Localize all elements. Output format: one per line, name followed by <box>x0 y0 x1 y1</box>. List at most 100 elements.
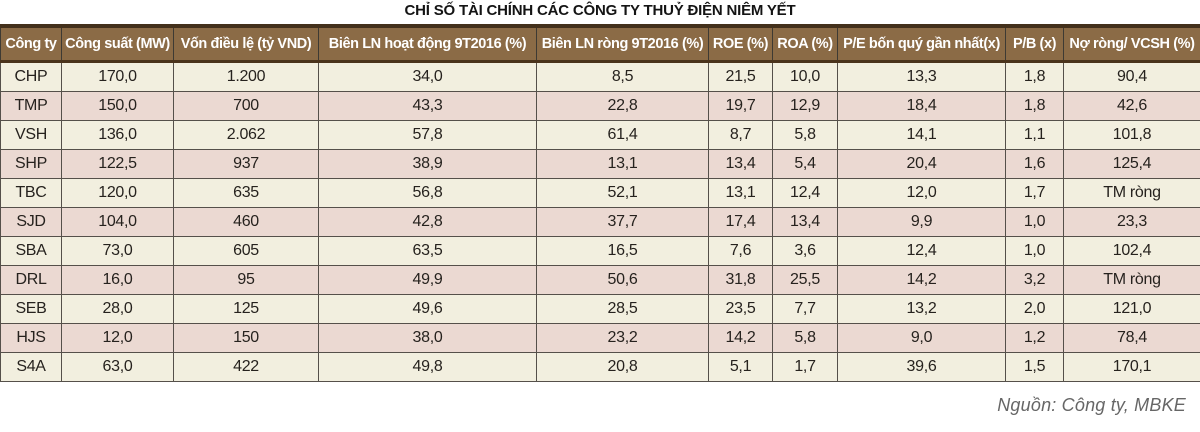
table-row: TBC 120,0 635 56,8 52,1 13,1 12,4 12,0 1,7 TM ròn… <box>0 178 1200 208</box>
value-cell: 13,1 <box>536 149 709 179</box>
col-header-capacity: Công suất (MW) <box>61 26 174 63</box>
value-cell: 3,2 <box>1005 265 1064 295</box>
value-cell: 5,4 <box>772 149 838 179</box>
value-cell: 56,8 <box>318 178 537 208</box>
value-cell: 63,5 <box>318 236 537 266</box>
value-cell: 28,5 <box>536 294 709 324</box>
value-cell: 422 <box>173 352 319 382</box>
value-cell: 7,7 <box>772 294 838 324</box>
table-title: CHỈ SỐ TÀI CHÍNH CÁC CÔNG TY THUỶ ĐIỆN N… <box>404 2 796 19</box>
company-ticker: CHP <box>0 61 62 92</box>
table-body: CHP 170,0 1.200 34,0 8,5 21,5 10,0 13,3 1,8 90,4 T… <box>0 61 1200 382</box>
value-cell: 28,0 <box>61 294 174 324</box>
value-cell: 49,6 <box>318 294 537 324</box>
value-cell: 150,0 <box>61 91 174 121</box>
value-cell: 125 <box>173 294 319 324</box>
value-cell: 12,0 <box>837 178 1006 208</box>
value-cell: 17,4 <box>708 207 773 237</box>
value-cell: 1,7 <box>772 352 838 382</box>
company-ticker: DRL <box>0 265 62 295</box>
value-cell: 10,0 <box>772 61 838 92</box>
value-cell: 1,5 <box>1005 352 1064 382</box>
company-ticker: S4A <box>0 352 62 382</box>
value-cell: 23,2 <box>536 323 709 353</box>
value-cell: 13,1 <box>708 178 773 208</box>
value-cell: 136,0 <box>61 120 174 150</box>
value-cell: 13,3 <box>837 61 1006 92</box>
value-cell: 34,0 <box>318 61 537 92</box>
col-header-pb: P/B (x) <box>1005 26 1064 63</box>
value-cell: 1,0 <box>1005 236 1064 266</box>
company-ticker: SEB <box>0 294 62 324</box>
value-cell: 125,4 <box>1063 149 1200 179</box>
value-cell: 5,1 <box>708 352 773 382</box>
value-cell: 13,4 <box>772 207 838 237</box>
value-cell: 605 <box>173 236 319 266</box>
table-header: Công ty Công suất (MW) Vốn điều lệ (tỷ V… <box>0 26 1200 63</box>
company-ticker: TMP <box>0 91 62 121</box>
value-cell: 1,8 <box>1005 61 1064 92</box>
value-cell: 937 <box>173 149 319 179</box>
value-cell: 12,9 <box>772 91 838 121</box>
value-cell: 23,5 <box>708 294 773 324</box>
value-cell: 38,9 <box>318 149 537 179</box>
value-cell: TM ròng <box>1063 178 1200 208</box>
value-cell: 1,8 <box>1005 91 1064 121</box>
table-row: CHP 170,0 1.200 34,0 8,5 21,5 10,0 13,3 1,8 90,4 <box>0 61 1200 92</box>
value-cell: 12,0 <box>61 323 174 353</box>
value-cell: 31,8 <box>708 265 773 295</box>
value-cell: 57,8 <box>318 120 537 150</box>
value-cell: 460 <box>173 207 319 237</box>
value-cell: 18,4 <box>837 91 1006 121</box>
value-cell: 700 <box>173 91 319 121</box>
value-cell: 22,8 <box>536 91 709 121</box>
value-cell: 21,5 <box>708 61 773 92</box>
company-ticker: SHP <box>0 149 62 179</box>
value-cell: 2.062 <box>173 120 319 150</box>
value-cell: 43,3 <box>318 91 537 121</box>
value-cell: 120,0 <box>61 178 174 208</box>
company-ticker: HJS <box>0 323 62 353</box>
value-cell: 20,4 <box>837 149 1006 179</box>
company-ticker: SJD <box>0 207 62 237</box>
value-cell: 14,2 <box>837 265 1006 295</box>
company-ticker: TBC <box>0 178 62 208</box>
value-cell: 5,8 <box>772 323 838 353</box>
value-cell: 50,6 <box>536 265 709 295</box>
company-ticker: VSH <box>0 120 62 150</box>
value-cell: 1.200 <box>173 61 319 92</box>
value-cell: 9,0 <box>837 323 1006 353</box>
value-cell: 14,1 <box>837 120 1006 150</box>
value-cell: 1,0 <box>1005 207 1064 237</box>
col-header-net-margin: Biên LN ròng 9T2016 (%) <box>536 26 709 63</box>
table-row: SEB 28,0 125 49,6 28,5 23,5 7,7 13,2 2,0 121,0 <box>0 294 1200 324</box>
company-ticker: SBA <box>0 236 62 266</box>
value-cell: 16,5 <box>536 236 709 266</box>
value-cell: 12,4 <box>772 178 838 208</box>
value-cell: 49,8 <box>318 352 537 382</box>
source-note: Nguồn: Công ty, MBKE <box>997 395 1186 415</box>
value-cell: 90,4 <box>1063 61 1200 92</box>
table-row: SBA 73,0 605 63,5 16,5 7,6 3,6 12,4 1,0 102,4 <box>0 236 1200 266</box>
value-cell: 38,0 <box>318 323 537 353</box>
value-cell: 16,0 <box>61 265 174 295</box>
value-cell: 42,8 <box>318 207 537 237</box>
table-row: TMP 150,0 700 43,3 22,8 19,7 12,9 18,4 1,8 42,6 <box>0 91 1200 121</box>
value-cell: 1,7 <box>1005 178 1064 208</box>
value-cell: 150 <box>173 323 319 353</box>
value-cell: 1,1 <box>1005 120 1064 150</box>
value-cell: 49,9 <box>318 265 537 295</box>
col-header-pe: P/E bốn quý gần nhất(x) <box>837 26 1006 63</box>
table-row: HJS 12,0 150 38,0 23,2 14,2 5,8 9,0 1,2 78,4 <box>0 323 1200 353</box>
value-cell: 635 <box>173 178 319 208</box>
value-cell: 52,1 <box>536 178 709 208</box>
value-cell: 8,5 <box>536 61 709 92</box>
value-cell: 61,4 <box>536 120 709 150</box>
col-header-net-debt-equity: Nợ ròng/ VCSH (%) <box>1063 26 1200 63</box>
value-cell: 102,4 <box>1063 236 1200 266</box>
col-header-roe: ROE (%) <box>708 26 773 63</box>
col-header-charter-capital: Vốn điều lệ (tỷ VND) <box>173 26 319 63</box>
value-cell: 73,0 <box>61 236 174 266</box>
value-cell: 23,3 <box>1063 207 1200 237</box>
